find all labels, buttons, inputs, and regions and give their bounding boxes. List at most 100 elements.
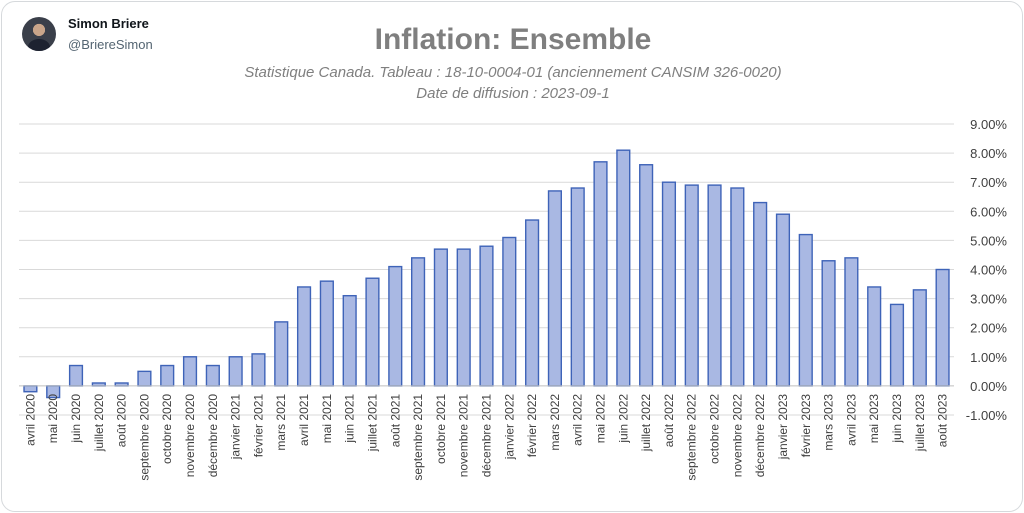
x-tick-label: avril 2020 [23,394,37,446]
bar [775,213,791,387]
x-tick-label: août 2021 [388,394,402,448]
x-tick-label: août 2022 [662,394,676,448]
chart-title: Inflation: Ensemble [375,23,652,56]
x-tick-label: août 2020 [115,394,129,448]
x-tick-label: janvier 2022 [502,394,516,461]
bar [274,321,289,387]
y-tick-label: 0.00% [970,379,1007,394]
y-tick-label: 1.00% [970,350,1007,365]
chart-release-date: Date de diffusion : 2023-09-1 [416,85,609,102]
bar [365,277,380,387]
x-tick-label: septembre 2022 [685,394,699,481]
bar [912,289,927,387]
bar [296,286,312,387]
x-tick-label: janvier 2021 [229,394,243,461]
x-tick-label: octobre 2021 [434,394,448,464]
x-tick-label: juillet 2021 [365,394,379,453]
bar [388,265,403,387]
bar [342,294,357,387]
x-tick-label: septembre 2021 [411,394,425,481]
x-tick-label: juin 2022 [616,394,630,444]
x-tick-label: mars 2023 [822,394,836,451]
chart-subtitle: Statistique Canada. Tableau : 18-10-0004… [244,64,781,81]
x-tick-label: mars 2022 [548,394,562,451]
bar [411,257,426,387]
bar [616,149,631,387]
author-handle[interactable]: @BriereSimon [68,37,153,52]
bars [23,149,950,399]
x-tick-label: janvier 2023 [776,394,790,461]
bar [935,268,950,387]
bar [68,364,84,387]
x-tick-label: décembre 2021 [480,394,494,478]
bar [251,353,266,387]
author-name[interactable]: Simon Briere [68,16,149,31]
x-tick-label: juin 2020 [69,394,83,444]
bar [182,356,198,387]
x-tick-label: novembre 2022 [730,394,744,478]
bar [479,245,494,387]
x-tick-label: mai 2023 [867,394,881,444]
bar [707,184,722,387]
y-tick-label: 5.00% [970,233,1007,248]
x-tick-label: décembre 2020 [206,394,220,478]
x-tick-label: février 2023 [799,394,813,458]
x-tick-label: juillet 2022 [639,394,653,453]
x-tick-label: juillet 2020 [92,394,106,453]
y-tick-label: 3.00% [970,292,1007,307]
x-tick-label: septembre 2020 [137,394,151,481]
x-tick-label: juillet 2023 [913,394,927,453]
bar [684,184,699,387]
bar [867,286,882,387]
bar [319,280,334,387]
bar [889,303,905,387]
avatar[interactable] [22,17,56,51]
bar [661,181,677,387]
bar [730,187,745,387]
x-tick-label: juin 2023 [890,394,904,444]
bar [798,233,813,387]
x-tick-label: août 2023 [936,394,950,448]
y-tick-label: -1.00% [966,408,1008,423]
bar [205,364,220,387]
bar [502,236,517,387]
bar [593,161,608,387]
y-tick-labels: 9.00% 8.00% 7.00% 6.00% 5.00% 4.00% 3.00% 2.00%… [966,117,1008,423]
x-tick-label: avril 2021 [297,394,311,446]
x-tick-label: avril 2022 [571,394,585,446]
x-tick-label: novembre 2021 [457,394,471,478]
x-tick-label: mai 2021 [320,394,334,444]
x-tick-labels: avril 2020 mai 2020 juin 2020 juillet 2020 a… [23,394,949,481]
y-tick-label: 2.00% [970,321,1007,336]
x-tick-label: octobre 2020 [160,394,174,464]
x-tick-label: novembre 2020 [183,394,197,478]
bar [547,190,563,387]
x-tick-label: février 2021 [251,394,265,458]
bar [456,248,471,387]
bar [160,364,175,387]
y-tick-label: 6.00% [970,204,1007,219]
bar [753,201,768,387]
bar [137,370,152,387]
x-tick-label: décembre 2022 [753,394,767,478]
bar [525,219,540,387]
x-tick-label: mai 2022 [594,394,608,444]
x-tick-label: avril 2023 [844,394,858,446]
y-tick-label: 8.00% [970,146,1007,161]
bar [821,260,836,387]
bar [433,248,448,387]
x-tick-label: juin 2021 [343,394,357,444]
y-tick-label: 7.00% [970,175,1007,190]
x-tick-label: février 2022 [525,394,539,458]
x-tick-label: octobre 2022 [708,394,722,464]
y-tick-label: 9.00% [970,117,1007,132]
y-tick-label: 4.00% [970,263,1007,278]
bar [639,164,654,387]
bar [570,187,585,387]
x-tick-label: mars 2021 [274,394,288,451]
bar [23,385,38,393]
bar [228,356,243,387]
x-tick-label: mai 2020 [46,394,60,444]
